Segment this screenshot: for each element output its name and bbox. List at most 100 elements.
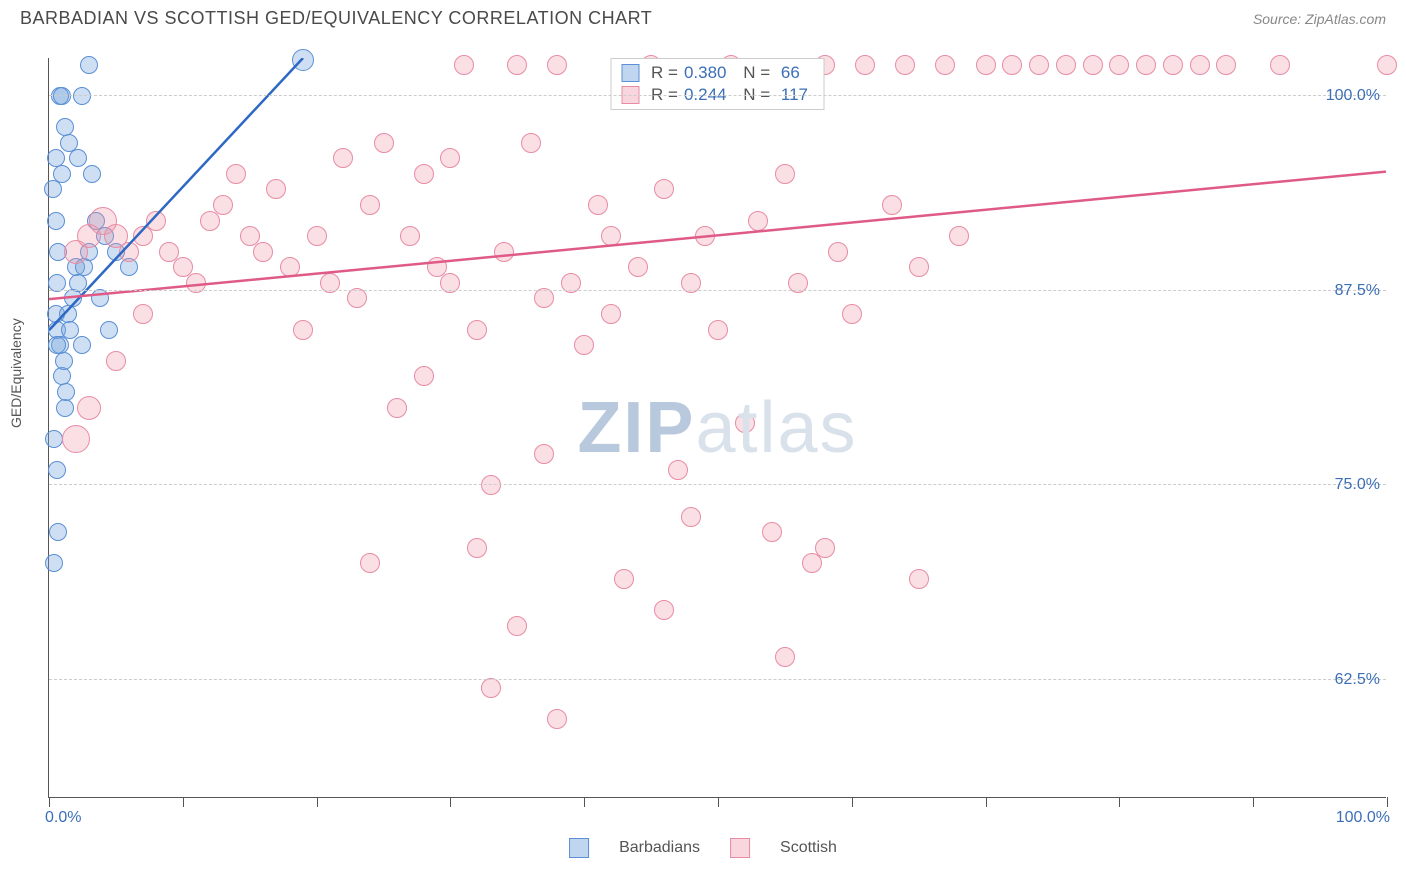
data-point xyxy=(601,226,621,246)
data-point xyxy=(427,257,447,277)
gridline xyxy=(49,290,1386,291)
data-point xyxy=(1002,55,1022,75)
data-point xyxy=(56,399,74,417)
data-point xyxy=(748,211,768,231)
gridline xyxy=(49,679,1386,680)
legend-stat: N = xyxy=(743,63,770,83)
data-point xyxy=(47,212,65,230)
data-point xyxy=(481,475,501,495)
data-point xyxy=(253,242,273,262)
data-point xyxy=(83,165,101,183)
data-point xyxy=(62,425,90,453)
data-point xyxy=(935,55,955,75)
data-point xyxy=(400,226,420,246)
data-point xyxy=(1109,55,1129,75)
data-point xyxy=(695,226,715,246)
data-point xyxy=(45,430,63,448)
legend-stat: R = xyxy=(651,63,678,83)
legend-stat: 0.380 xyxy=(684,63,727,83)
legend-stat: 66 xyxy=(776,63,808,83)
x-tick xyxy=(584,797,585,807)
data-point xyxy=(213,195,233,215)
legend-series: BarbadiansScottish xyxy=(569,838,837,858)
data-point xyxy=(45,554,63,572)
y-axis-label: GED/Equivalency xyxy=(8,318,24,428)
data-point xyxy=(64,289,82,307)
data-point xyxy=(507,616,527,636)
source-label: Source: ZipAtlas.com xyxy=(1253,11,1386,27)
data-point xyxy=(802,553,822,573)
data-point xyxy=(614,569,634,589)
data-point xyxy=(414,164,434,184)
chart-title: BARBADIAN VS SCOTTISH GED/EQUIVALENCY CO… xyxy=(20,8,652,29)
data-point xyxy=(360,553,380,573)
data-point xyxy=(1136,55,1156,75)
x-tick xyxy=(852,797,853,807)
data-point xyxy=(842,304,862,324)
data-point xyxy=(91,289,109,307)
data-point xyxy=(133,304,153,324)
y-tick-label: 75.0% xyxy=(1310,476,1380,494)
data-point xyxy=(73,336,91,354)
data-point xyxy=(414,366,434,386)
data-point xyxy=(57,383,75,401)
x-axis-min-label: 0.0% xyxy=(45,809,81,827)
legend-stats: R =0.380 N = 66R =0.244 N = 117 xyxy=(610,58,825,110)
x-axis-max-label: 100.0% xyxy=(1336,809,1390,827)
data-point xyxy=(307,226,327,246)
data-point xyxy=(292,49,314,71)
data-point xyxy=(49,523,67,541)
y-tick-label: 62.5% xyxy=(1310,671,1380,689)
plot-layer xyxy=(49,58,1386,797)
data-point xyxy=(976,55,996,75)
data-point xyxy=(387,398,407,418)
data-point xyxy=(61,321,79,339)
data-point xyxy=(909,257,929,277)
chart-area: R =0.380 N = 66R =0.244 N = 117 ZIPatlas… xyxy=(48,58,1386,798)
data-point xyxy=(882,195,902,215)
data-point xyxy=(507,55,527,75)
data-point xyxy=(266,179,286,199)
data-point xyxy=(80,56,98,74)
data-point xyxy=(146,211,166,231)
data-point xyxy=(293,320,313,340)
data-point xyxy=(949,226,969,246)
gridline xyxy=(49,484,1386,485)
data-point xyxy=(855,55,875,75)
x-tick xyxy=(317,797,318,807)
data-point xyxy=(454,55,474,75)
data-point xyxy=(106,351,126,371)
data-point xyxy=(100,321,118,339)
data-point xyxy=(77,396,101,420)
data-point xyxy=(481,678,501,698)
data-point xyxy=(69,149,87,167)
x-tick xyxy=(1119,797,1120,807)
data-point xyxy=(534,288,554,308)
legend-label: Barbadians xyxy=(619,839,700,857)
data-point xyxy=(775,647,795,667)
data-point xyxy=(534,444,554,464)
data-point xyxy=(226,164,246,184)
data-point xyxy=(762,522,782,542)
data-point xyxy=(73,87,91,105)
data-point xyxy=(467,320,487,340)
data-point xyxy=(1083,55,1103,75)
data-point xyxy=(815,538,835,558)
legend-swatch xyxy=(569,838,589,858)
data-point xyxy=(681,507,701,527)
x-tick xyxy=(450,797,451,807)
data-point xyxy=(360,195,380,215)
x-tick xyxy=(986,797,987,807)
gridline xyxy=(49,95,1386,96)
data-point xyxy=(828,242,848,262)
data-point xyxy=(44,180,62,198)
data-point xyxy=(53,165,71,183)
data-point xyxy=(1056,55,1076,75)
data-point xyxy=(55,352,73,370)
data-point xyxy=(735,413,755,433)
x-tick xyxy=(718,797,719,807)
y-tick-label: 87.5% xyxy=(1310,282,1380,300)
data-point xyxy=(133,226,153,246)
data-point xyxy=(280,257,300,277)
data-point xyxy=(654,600,674,620)
